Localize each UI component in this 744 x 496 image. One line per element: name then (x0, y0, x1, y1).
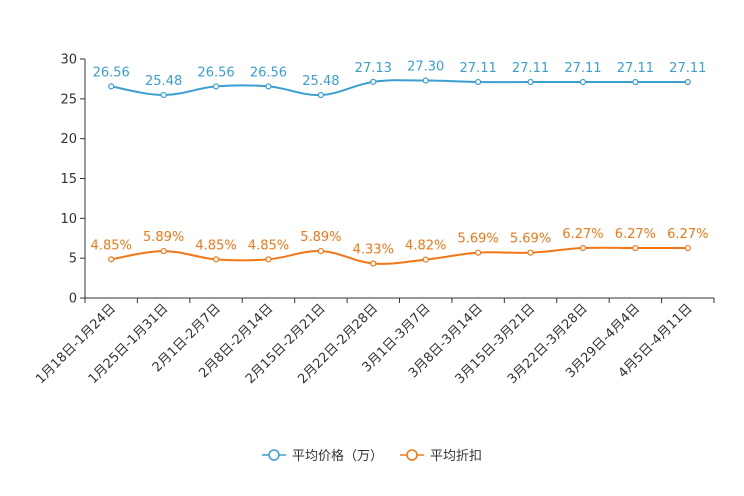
axes: 0510152025301月18日-1月24日1月25日-1月31日2月1日-2… (33, 53, 715, 387)
y-tick-label: 20 (60, 132, 77, 147)
data-point[interactable] (579, 78, 587, 86)
series-line-1 (111, 79, 688, 97)
data-label: 5.69% (510, 232, 551, 247)
series-line-2 (111, 246, 688, 265)
data-point[interactable] (684, 244, 691, 252)
data-label: 27.30 (407, 60, 444, 75)
data-point[interactable] (108, 83, 115, 90)
data-label: 27.13 (355, 61, 392, 76)
y-tick-label: 0 (69, 292, 77, 307)
data-point[interactable] (265, 256, 272, 263)
data-point[interactable] (527, 249, 534, 256)
y-tick-label: 15 (60, 172, 77, 187)
data-point[interactable] (475, 78, 482, 86)
data-label: 27.11 (564, 61, 601, 76)
data-labels: 26.56 25.48 26.56 26.56 25.48 27.13 27.30 27.11… (91, 60, 709, 258)
data-point[interactable] (684, 78, 691, 86)
data-label: 5.89% (143, 230, 184, 245)
legend-marker-1 (268, 449, 280, 461)
legend-label-2: 平均折扣 (430, 449, 482, 464)
data-label: 5.89% (300, 230, 341, 245)
data-label: 4.82% (405, 239, 446, 254)
data-point[interactable] (317, 91, 324, 99)
legend-marker-2 (406, 449, 418, 461)
data-point[interactable] (212, 256, 220, 263)
legend-label-1: 平均价格（万） (292, 448, 383, 464)
data-label: 4.85% (195, 238, 236, 253)
data-label: 6.27% (667, 227, 708, 242)
data-label: 27.11 (512, 61, 549, 76)
data-point[interactable] (370, 260, 377, 267)
data-point[interactable] (527, 78, 534, 86)
data-label: 27.11 (669, 61, 706, 76)
data-point[interactable] (632, 244, 639, 252)
y-tick-label: 5 (69, 252, 77, 267)
data-label: 6.27% (615, 227, 656, 242)
data-label: 5.69% (457, 232, 498, 247)
data-point[interactable] (265, 83, 272, 90)
data-point[interactable] (632, 78, 639, 86)
series-group (108, 77, 691, 267)
y-tick-label: 10 (60, 212, 77, 227)
data-label: 6.27% (562, 227, 603, 242)
data-point[interactable] (370, 78, 377, 85)
data-point[interactable] (212, 83, 220, 90)
data-point[interactable] (160, 91, 167, 99)
data-point[interactable] (108, 256, 115, 263)
data-label: 4.85% (248, 238, 289, 253)
data-label: 26.56 (250, 65, 287, 80)
legend[interactable]: 平均价格（万） 平均折扣 (262, 448, 482, 464)
data-label: 25.48 (145, 74, 182, 89)
data-point[interactable] (579, 244, 587, 252)
data-point[interactable] (160, 247, 167, 255)
data-point[interactable] (422, 256, 429, 263)
data-label: 27.11 (460, 61, 497, 76)
data-point[interactable] (317, 247, 324, 255)
data-label: 27.11 (617, 61, 654, 76)
data-point[interactable] (422, 77, 429, 84)
y-tick-label: 25 (60, 92, 77, 107)
data-label: 4.33% (353, 243, 394, 258)
data-label: 25.48 (302, 74, 339, 89)
data-label: 26.56 (197, 65, 234, 80)
data-label: 4.85% (91, 238, 132, 253)
data-label: 26.56 (93, 65, 130, 80)
y-tick-label: 30 (60, 53, 77, 68)
data-point[interactable] (475, 249, 482, 256)
